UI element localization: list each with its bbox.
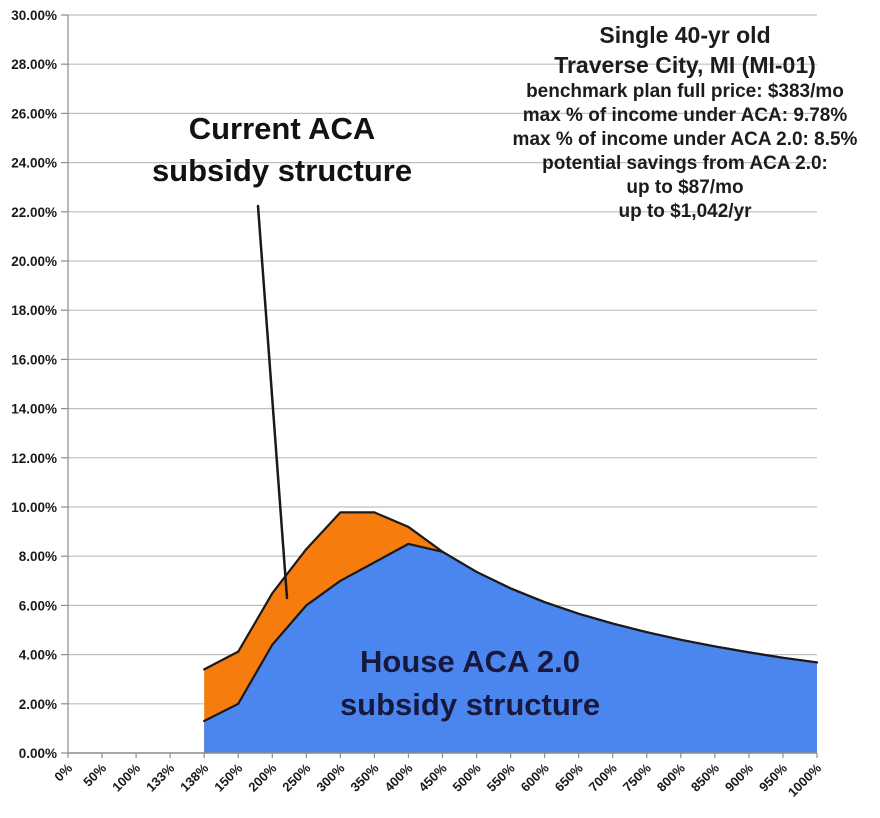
y-tick-label: 24.00% <box>11 156 57 171</box>
x-tick-label: 450% <box>416 760 450 794</box>
x-tick-label: 650% <box>552 760 586 794</box>
y-tick-label: 8.00% <box>19 549 57 564</box>
x-tick-label: 250% <box>279 760 313 794</box>
x-tick-label: 1000% <box>785 760 825 800</box>
y-tick-label: 20.00% <box>11 254 57 269</box>
y-tick-label: 12.00% <box>11 451 57 466</box>
current-aca-series-label-line2: subsidy structure <box>151 153 413 188</box>
y-tick-label: 14.00% <box>11 402 57 417</box>
pointer-line <box>256 204 289 600</box>
x-tick-label: 500% <box>450 760 484 794</box>
y-tick-label: 30.00% <box>11 8 57 23</box>
y-tick-label: 10.00% <box>11 500 57 515</box>
x-tick-label: 150% <box>211 760 245 794</box>
annotation-line: potential savings from ACA 2.0: <box>542 153 828 174</box>
annotation-line: Traverse City, MI (MI-01) <box>554 52 816 78</box>
area-house-aca20 <box>204 543 817 753</box>
annotation-line: up to $1,042/yr <box>618 201 752 222</box>
x-tick-label: 550% <box>484 760 518 794</box>
house-aca20-series-label: House ACA 2.0 subsidy structure <box>340 640 600 726</box>
y-tick-label: 2.00% <box>19 697 57 712</box>
annotation-line: max % of income under ACA: 9.78% <box>522 105 848 126</box>
x-tick-label: 800% <box>654 760 688 794</box>
x-tick-label: 350% <box>347 760 381 794</box>
y-tick-label: 26.00% <box>11 106 57 121</box>
x-tick-label: 750% <box>620 760 654 794</box>
current-aca-series-label-line1: Current ACA <box>188 111 376 146</box>
house-aca20-series-label-line1: House ACA 2.0 <box>360 644 580 679</box>
annotation-line: Single 40-yr old <box>599 22 771 48</box>
x-tick-label: 133% <box>143 760 177 794</box>
x-tick-label: 100% <box>109 760 143 794</box>
annotation-line: max % of income under ACA 2.0: 8.5% <box>512 129 858 150</box>
current-aca-series-label: Current ACA subsidy structure <box>152 108 412 192</box>
x-tick-label: 200% <box>245 760 279 794</box>
x-tick-label: 600% <box>518 760 552 794</box>
info-annotation: Single 40-yr old Traverse City, MI (MI-0… <box>513 20 858 224</box>
y-tick-label: 4.00% <box>19 648 57 663</box>
x-tick-label: 700% <box>586 760 620 794</box>
x-tick-label: 0% <box>51 760 75 784</box>
y-tick-label: 28.00% <box>11 57 57 72</box>
x-tick-label: 300% <box>313 760 347 794</box>
outline-house-aca20 <box>203 542 819 723</box>
y-tick-label: 16.00% <box>11 352 57 367</box>
x-tick-label: 400% <box>381 760 415 794</box>
annotation-line: benchmark plan full price: $383/mo <box>526 81 844 102</box>
x-tick-label: 850% <box>688 760 722 794</box>
x-tick-label: 900% <box>722 760 756 794</box>
x-tick-label: 138% <box>177 760 211 794</box>
y-tick-label: 18.00% <box>11 303 57 318</box>
annotation-line: up to $87/mo <box>626 177 744 198</box>
y-tick-label: 0.00% <box>19 746 57 761</box>
y-tick-label: 22.00% <box>11 205 57 220</box>
y-tick-label: 6.00% <box>19 598 57 613</box>
house-aca20-series-label-line2: subsidy structure <box>339 687 601 722</box>
x-tick-label: 50% <box>80 760 109 789</box>
